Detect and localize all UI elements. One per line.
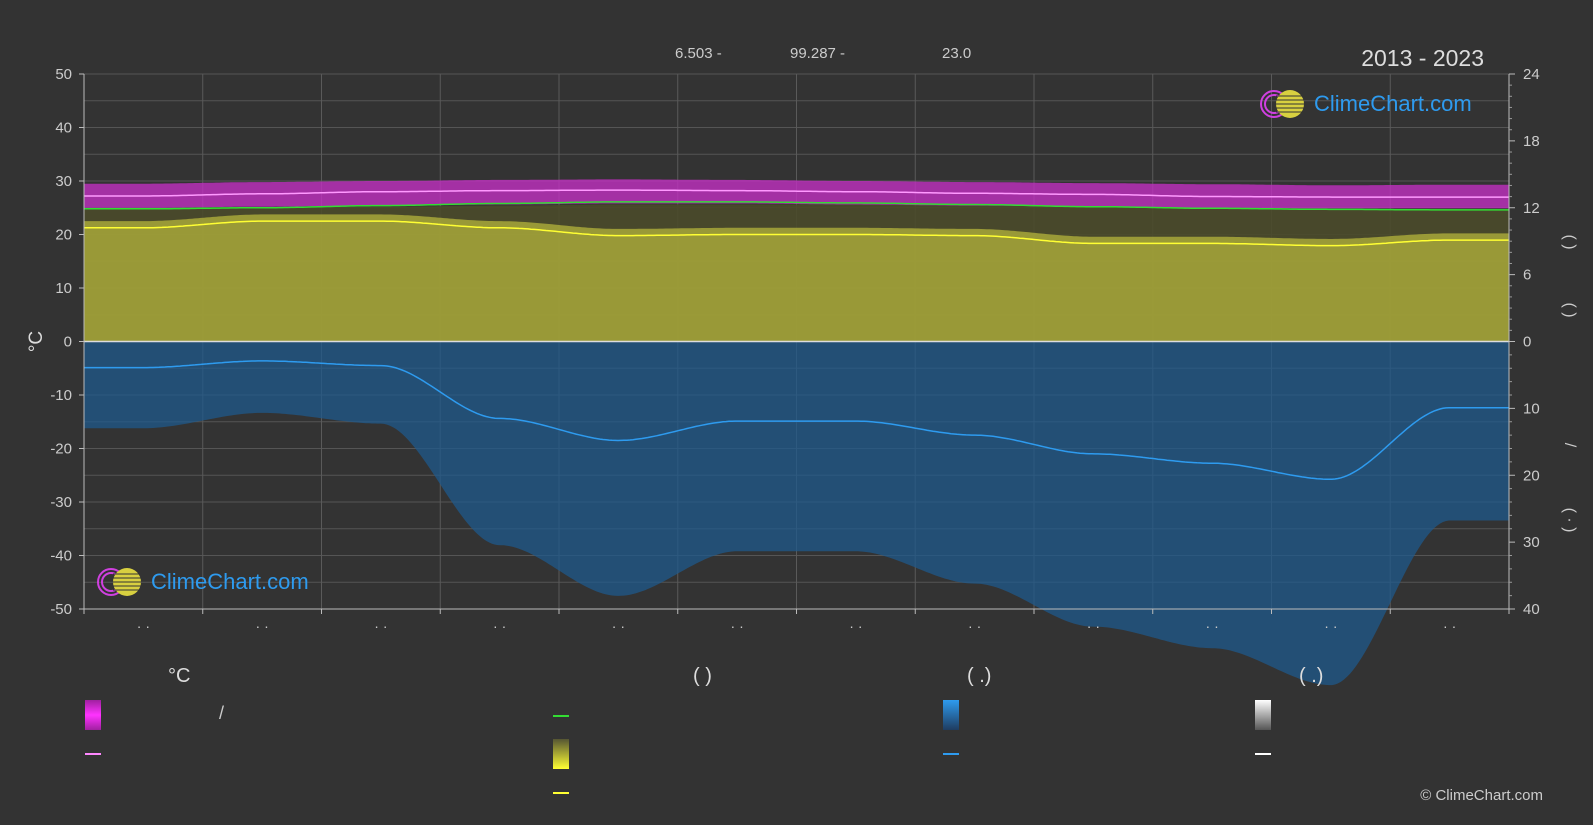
x-tick-label: · · bbox=[493, 618, 506, 634]
right-bottom-tick-label: 30 bbox=[1523, 534, 1540, 551]
right-axis-title: ( ) bbox=[1561, 234, 1578, 249]
x-tick-label: · · bbox=[968, 618, 981, 634]
logo-bottom: ClimeChart.com bbox=[95, 566, 309, 598]
logo-icon bbox=[97, 568, 141, 596]
data-bands bbox=[84, 179, 1509, 686]
x-tick-label: · · bbox=[137, 618, 150, 634]
logo-icon bbox=[1260, 90, 1304, 118]
left-tick-label: -50 bbox=[50, 601, 72, 618]
x-tick-label: · · bbox=[1443, 618, 1456, 634]
temp-mean-line bbox=[84, 189, 1509, 198]
x-tick-label: · · bbox=[849, 618, 862, 634]
left-tick-label: -10 bbox=[50, 387, 72, 404]
left-tick-label: -20 bbox=[50, 441, 72, 458]
legend-temp-range-slash: / bbox=[219, 703, 225, 723]
precipitation-band bbox=[84, 341, 1509, 686]
logo-text: ClimeChart.com bbox=[151, 569, 309, 594]
left-tick-label: 40 bbox=[55, 120, 72, 137]
left-tick-label: -30 bbox=[50, 494, 72, 511]
legend-temp-mean-swatch bbox=[85, 753, 101, 755]
right-axis-title: ( · ) bbox=[1561, 508, 1578, 533]
longitude-label: 99.287 - bbox=[790, 45, 846, 62]
temperature-range-band bbox=[84, 179, 1509, 209]
right-top-tick-label: 0 bbox=[1523, 334, 1531, 351]
x-tick-label: · · bbox=[374, 618, 387, 634]
legend-snow-mean-swatch bbox=[1255, 753, 1271, 755]
legend-rain-swatch bbox=[943, 700, 959, 730]
right-axis-title: ( ) bbox=[1561, 302, 1578, 317]
sea-temp-line bbox=[84, 201, 1509, 211]
legend-sunshine-swatch bbox=[553, 739, 569, 769]
axes: 50 40 30 20 10 0 -10 -20 -30 -40 -50 °C 24 18 12 6 0 10 20… bbox=[26, 66, 1578, 634]
legend-sunshine-mean-swatch bbox=[553, 792, 569, 794]
left-axis-title: °C bbox=[26, 331, 47, 352]
legend-sun-heading: ( ) bbox=[693, 665, 712, 687]
logo-top: ClimeChart.com bbox=[1258, 88, 1472, 120]
period-label: 2013 - 2023 bbox=[1361, 45, 1484, 71]
x-tick-label: · · bbox=[1206, 618, 1219, 634]
left-tick-label: 20 bbox=[55, 227, 72, 244]
sunshine-band bbox=[84, 214, 1509, 342]
right-bottom-tick-label: 40 bbox=[1523, 601, 1540, 618]
legend-rain-mean-swatch bbox=[943, 753, 959, 755]
x-tick-label: · · bbox=[731, 618, 744, 634]
right-top-tick-label: 18 bbox=[1523, 133, 1540, 150]
right-top-tick-label: 6 bbox=[1523, 267, 1531, 284]
right-bottom-tick-label: 20 bbox=[1523, 467, 1540, 484]
left-tick-label: -40 bbox=[50, 548, 72, 565]
left-tick-label: 30 bbox=[55, 173, 72, 190]
legend-snow-swatch bbox=[1255, 700, 1271, 730]
left-tick-label: 50 bbox=[55, 66, 72, 83]
precipitation-line bbox=[84, 360, 1509, 481]
right-bottom-tick-label: 10 bbox=[1523, 400, 1540, 417]
right-axis-title: / bbox=[1561, 443, 1578, 448]
left-tick-label: 0 bbox=[64, 334, 72, 351]
copyright: © ClimeChart.com bbox=[1420, 787, 1543, 804]
legend-rain-heading: ( .) bbox=[967, 665, 992, 687]
logo-text: ClimeChart.com bbox=[1314, 91, 1472, 116]
x-tick-label: · · bbox=[1324, 618, 1337, 634]
x-tick-label: · · bbox=[1087, 618, 1100, 634]
elevation-label: 23.0 bbox=[942, 45, 972, 62]
data-lines bbox=[84, 189, 1509, 481]
right-top-tick-label: 12 bbox=[1523, 200, 1540, 217]
legend-sea-temp-swatch bbox=[553, 715, 569, 717]
legend-temp-heading: °C bbox=[168, 665, 191, 687]
x-tick-label: · · bbox=[612, 618, 625, 634]
x-tick-label: · · bbox=[256, 618, 269, 634]
legend-snow-heading: ( .) bbox=[1299, 665, 1324, 687]
legend-temp-range-swatch bbox=[85, 700, 101, 730]
sunshine-line bbox=[84, 220, 1509, 247]
left-tick-label: 10 bbox=[55, 280, 72, 297]
right-top-tick-label: 24 bbox=[1523, 66, 1540, 83]
latitude-label: 6.503 - bbox=[675, 45, 722, 62]
